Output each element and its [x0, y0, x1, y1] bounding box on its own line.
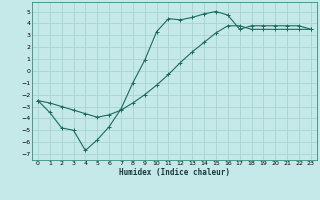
X-axis label: Humidex (Indice chaleur): Humidex (Indice chaleur): [119, 168, 230, 177]
